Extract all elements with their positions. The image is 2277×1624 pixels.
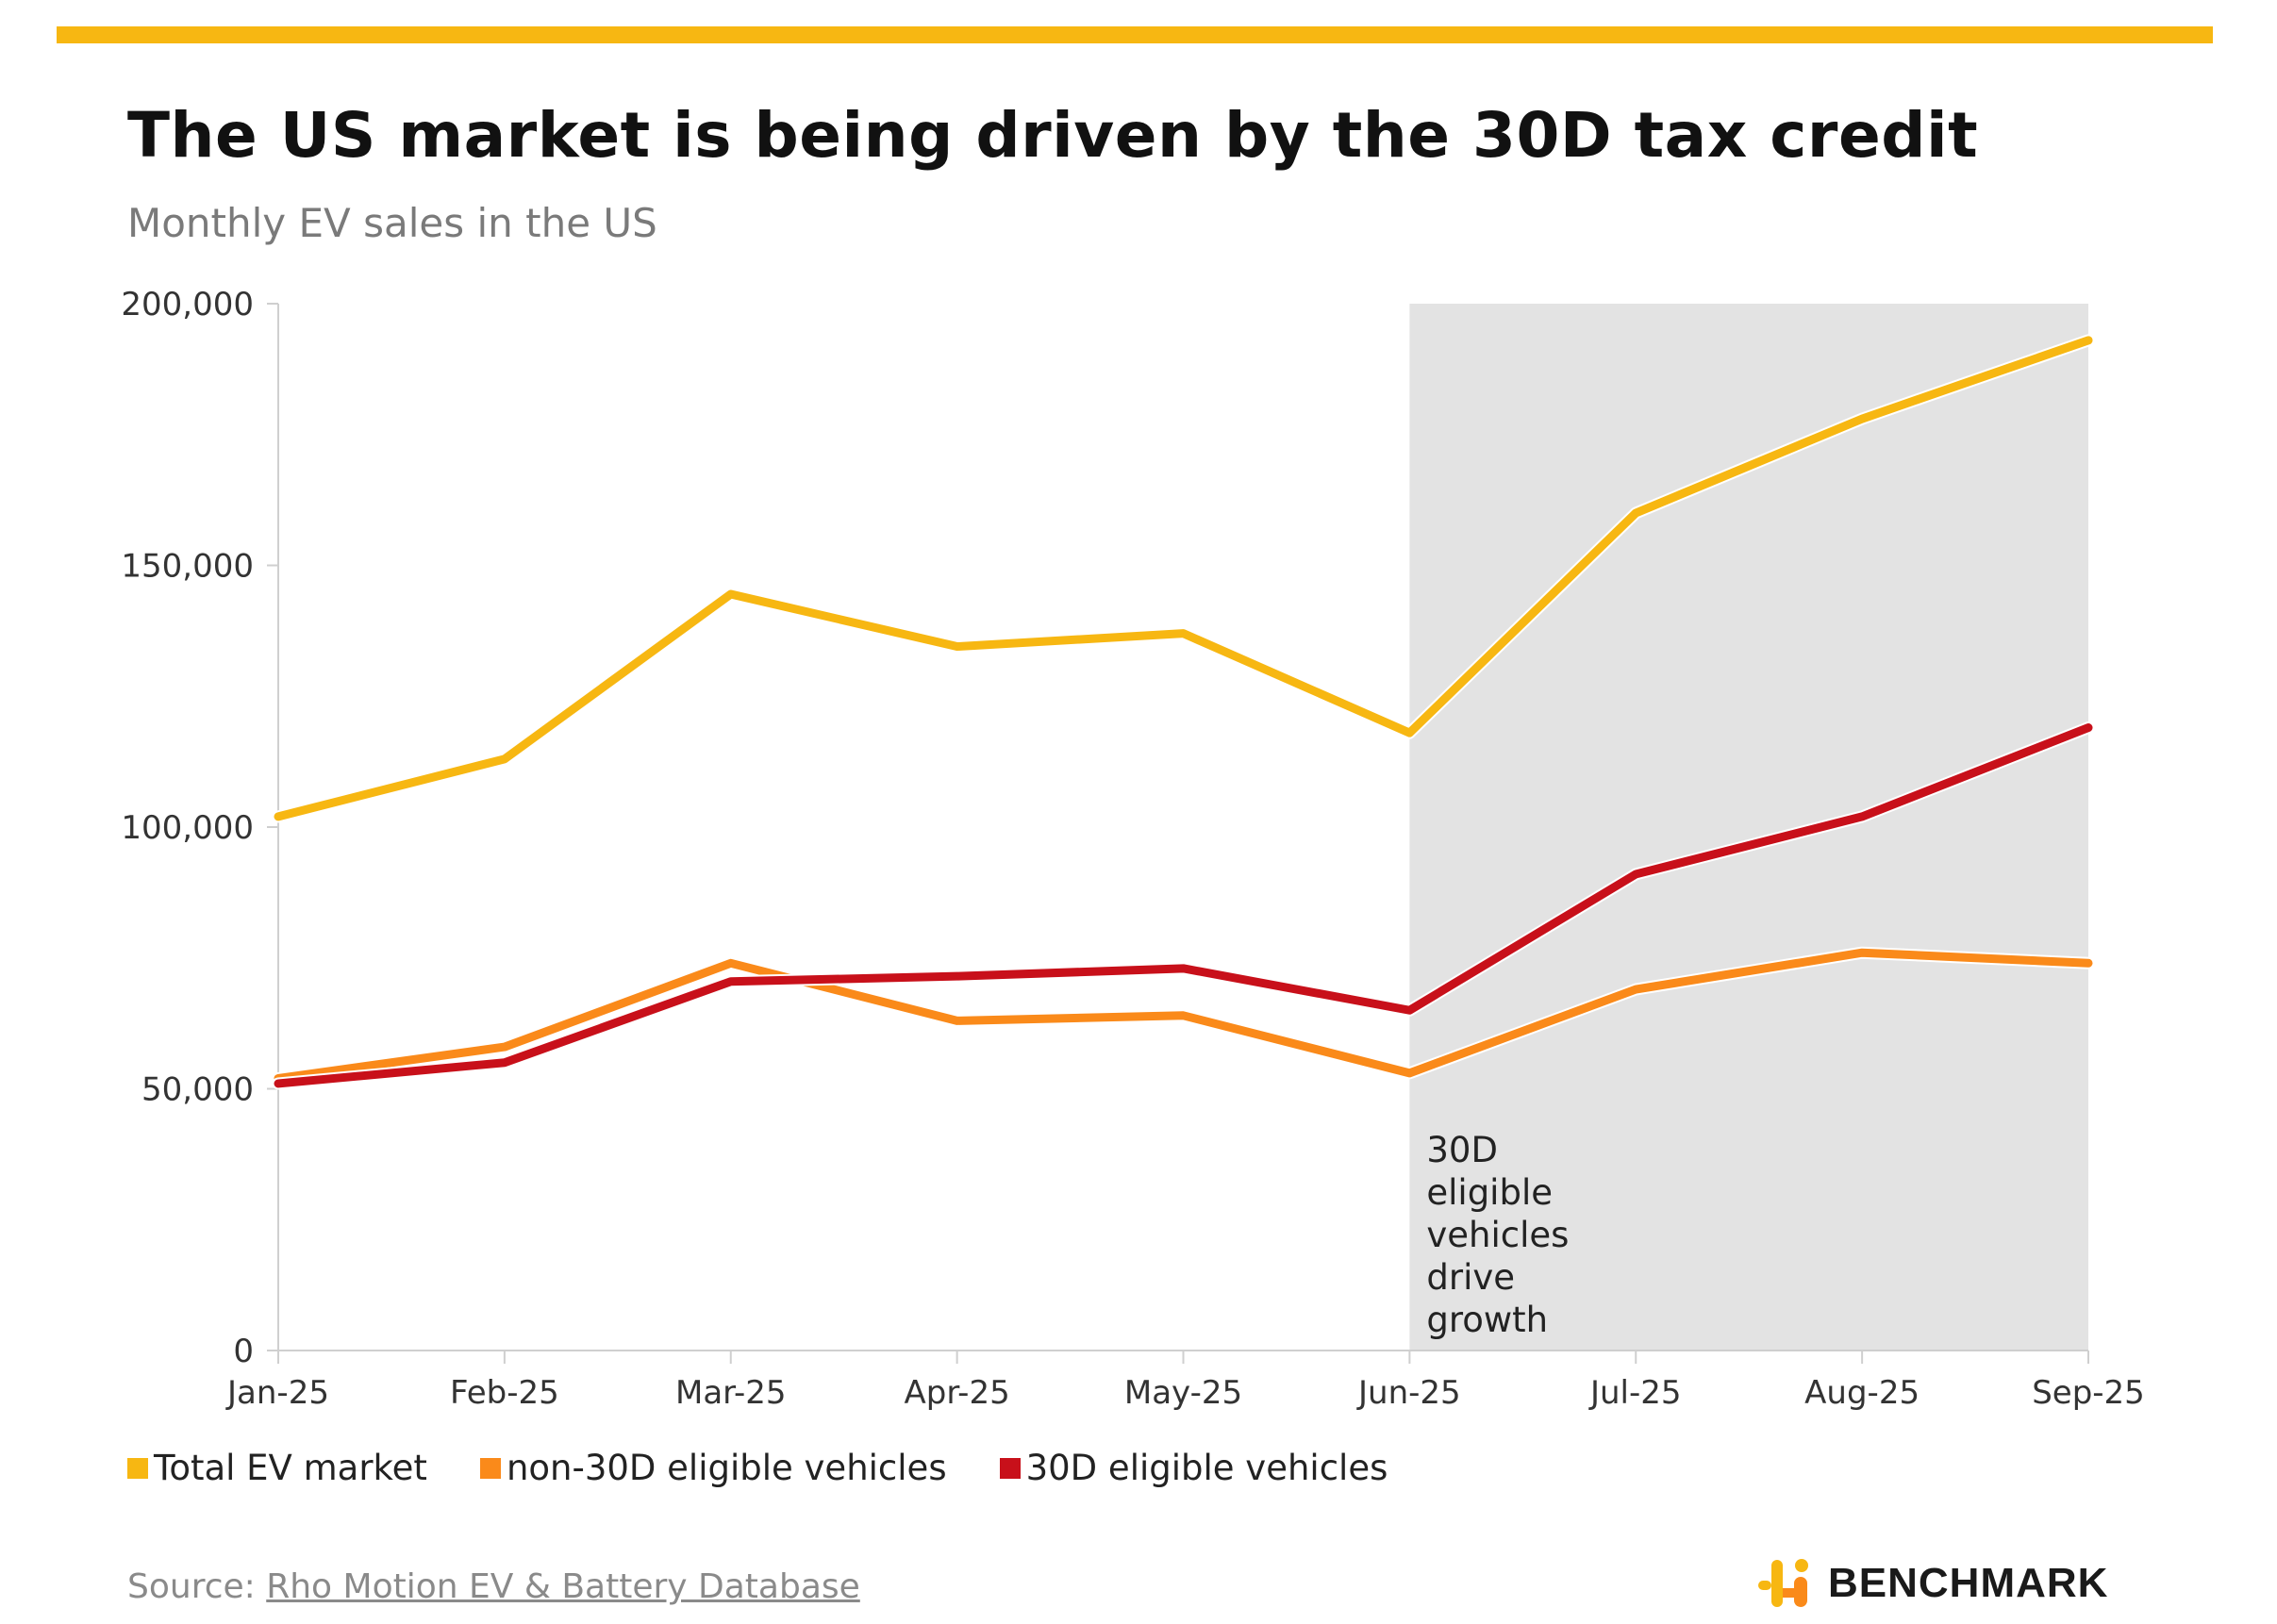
data-point <box>1635 873 1637 875</box>
x-tick-label: Jun-25 <box>1356 1374 1461 1412</box>
data-point <box>1183 633 1184 635</box>
legend-label-non30d: non-30D eligible vehicles <box>506 1448 947 1488</box>
data-point <box>730 981 732 983</box>
legend-swatch-non30d <box>479 1457 501 1479</box>
data-point <box>504 758 506 760</box>
x-tick-label: Jul-25 <box>1588 1374 1682 1412</box>
data-point <box>1408 1072 1410 1074</box>
legend-item-non30d: non-30D eligible vehicles <box>479 1448 947 1488</box>
data-point <box>956 975 958 977</box>
x-tick-label: May-25 <box>1124 1374 1242 1412</box>
x-tick-label: Jan-25 <box>225 1374 329 1412</box>
brand-name: BENCHMARK <box>1828 1560 2109 1606</box>
data-point <box>730 593 732 595</box>
data-point <box>730 962 732 964</box>
data-point <box>277 1083 279 1085</box>
x-tick-label: Sep-25 <box>2032 1374 2145 1412</box>
x-tick-label: Feb-25 <box>450 1374 559 1412</box>
annotation-text: drive <box>1426 1257 1515 1298</box>
legend-item-total: Total EV market <box>127 1448 427 1488</box>
data-point <box>504 1046 506 1048</box>
shaded-region <box>1409 304 2088 1351</box>
y-tick-label: 50,000 <box>141 1071 254 1109</box>
data-point <box>504 1062 506 1064</box>
legend-label-30d: 30D eligible vehicles <box>1025 1448 1388 1488</box>
legend-swatch-30d <box>999 1457 1021 1479</box>
legend: Total EV market non-30D eligible vehicle… <box>127 1448 1388 1488</box>
chart-subtitle: Monthly EV sales in the US <box>127 200 657 246</box>
x-tick-label: Aug-25 <box>1804 1374 1920 1412</box>
annotation-text: growth <box>1426 1300 1548 1340</box>
data-point <box>1408 732 1410 734</box>
y-tick-label: 100,000 <box>121 809 254 847</box>
x-tick-label: Mar-25 <box>675 1374 787 1412</box>
chart-title: The US market is being driven by the 30D… <box>127 99 1979 172</box>
y-tick-label: 0 <box>233 1333 254 1370</box>
benchmark-logo-icon <box>1758 1559 1808 1607</box>
data-point <box>1635 512 1637 514</box>
legend-swatch-total <box>127 1457 148 1479</box>
data-point <box>1408 1009 1410 1011</box>
annotation-text: vehicles <box>1426 1215 1569 1255</box>
source-link[interactable]: Rho Motion EV & Battery Database <box>266 1567 860 1606</box>
data-point <box>1861 816 1863 818</box>
source-note: Source: Rho Motion EV & Battery Database <box>127 1567 860 1606</box>
legend-label-total: Total EV market <box>154 1448 427 1488</box>
x-tick-label: Apr-25 <box>905 1374 1010 1412</box>
annotation-text: 30D <box>1426 1130 1498 1170</box>
data-point <box>956 1019 958 1021</box>
source-prefix: Source: <box>127 1567 267 1606</box>
y-tick-label: 200,000 <box>121 286 254 323</box>
data-point <box>956 646 958 648</box>
y-tick-label: 150,000 <box>121 548 254 586</box>
data-point <box>1635 988 1637 990</box>
data-point <box>1183 1015 1184 1017</box>
top-accent-bar <box>57 26 2213 43</box>
data-point <box>2087 962 2089 964</box>
data-point <box>2087 727 2089 729</box>
data-point <box>277 816 279 818</box>
data-point <box>1183 968 1184 969</box>
data-point <box>1861 418 1863 420</box>
legend-item-30d: 30D eligible vehicles <box>999 1448 1388 1488</box>
annotation-text: eligible <box>1426 1172 1553 1213</box>
brand-logo: BENCHMARK <box>1756 1556 2108 1611</box>
